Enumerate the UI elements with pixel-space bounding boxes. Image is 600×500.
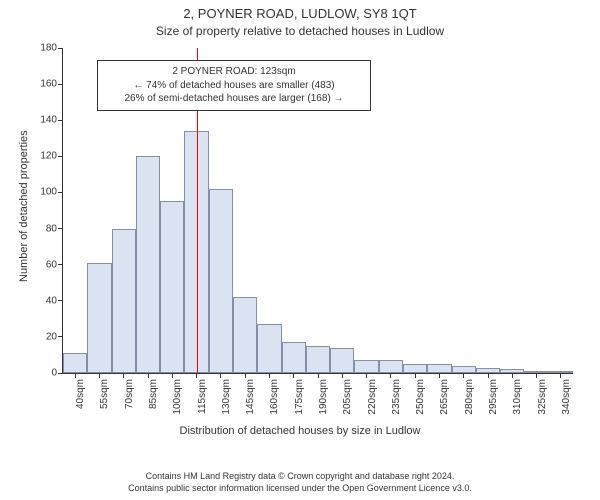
tick-mark [245, 373, 246, 378]
tick-mark [220, 373, 221, 378]
x-tick-label: 145sqm [245, 379, 256, 415]
x-tick-label: 295sqm [488, 379, 499, 415]
x-tick-label: 280sqm [464, 379, 475, 415]
tick-mark [390, 373, 391, 378]
histogram-bar [282, 342, 306, 373]
x-tick-label: 100sqm [172, 379, 183, 415]
x-tick-label: 340sqm [561, 379, 572, 415]
x-tick-label: 175sqm [294, 379, 305, 415]
y-tick-label: 60 [46, 259, 63, 270]
histogram-bar [209, 189, 233, 373]
tick-mark [123, 373, 124, 378]
x-tick-label: 70sqm [124, 379, 135, 409]
chart-plot-area: 02040608010012014016018040sqm55sqm70sqm8… [62, 48, 573, 374]
y-tick-label: 120 [40, 151, 63, 162]
annotation-box: 2 POYNER ROAD: 123sqm← 74% of detached h… [97, 60, 371, 111]
tick-mark [560, 373, 561, 378]
x-tick-label: 205sqm [342, 379, 353, 415]
tick-mark [99, 373, 100, 378]
x-tick-label: 160sqm [269, 379, 280, 415]
histogram-bar [427, 364, 451, 373]
y-tick-label: 160 [40, 79, 63, 90]
histogram-bar [354, 360, 378, 373]
y-tick-label: 20 [46, 331, 63, 342]
tick-mark [536, 373, 537, 378]
histogram-bar [257, 324, 281, 373]
tick-mark [269, 373, 270, 378]
y-tick-label: 100 [40, 187, 63, 198]
x-tick-label: 85sqm [148, 379, 159, 409]
x-tick-label: 190sqm [318, 379, 329, 415]
tick-mark [415, 373, 416, 378]
tick-mark [463, 373, 464, 378]
histogram-bar [63, 353, 87, 373]
tick-mark [512, 373, 513, 378]
footer-line-1: Contains HM Land Registry data © Crown c… [0, 470, 600, 482]
histogram-bar [330, 348, 354, 373]
x-tick-label: 310sqm [512, 379, 523, 415]
x-tick-label: 235sqm [391, 379, 402, 415]
page-subtitle: Size of property relative to detached ho… [0, 24, 600, 38]
histogram-bar [306, 346, 330, 373]
histogram-bar [379, 360, 403, 373]
tick-mark [196, 373, 197, 378]
x-tick-label: 55sqm [99, 379, 110, 409]
footer-line-2: Contains public sector information licen… [0, 482, 600, 494]
y-tick-label: 80 [46, 223, 63, 234]
tick-mark [318, 373, 319, 378]
tick-mark [439, 373, 440, 378]
tick-mark [172, 373, 173, 378]
histogram-bar [452, 366, 476, 373]
tick-mark [488, 373, 489, 378]
x-tick-label: 325sqm [537, 379, 548, 415]
annotation-line: ← 74% of detached houses are smaller (48… [104, 79, 364, 93]
tick-mark [366, 373, 367, 378]
x-tick-label: 130sqm [221, 379, 232, 415]
annotation-line: 26% of semi-detached houses are larger (… [104, 92, 364, 106]
histogram-bar [87, 263, 111, 373]
x-tick-label: 265sqm [439, 379, 450, 415]
x-tick-label: 115sqm [197, 379, 208, 414]
histogram-bar [136, 156, 160, 373]
page-title: 2, POYNER ROAD, LUDLOW, SY8 1QT [0, 6, 600, 21]
histogram-bar [112, 229, 136, 373]
histogram-bar [233, 297, 257, 373]
tick-mark [342, 373, 343, 378]
x-axis-label: Distribution of detached houses by size … [0, 425, 600, 437]
x-tick-label: 220sqm [367, 379, 378, 415]
tick-mark [75, 373, 76, 378]
y-tick-label: 140 [40, 115, 63, 126]
y-tick-label: 40 [46, 295, 63, 306]
x-tick-label: 250sqm [415, 379, 426, 415]
y-tick-label: 0 [51, 368, 63, 379]
tick-mark [148, 373, 149, 378]
y-tick-label: 180 [40, 43, 63, 54]
x-tick-label: 40sqm [75, 379, 86, 409]
footer-attribution: Contains HM Land Registry data © Crown c… [0, 470, 600, 494]
y-axis-label: Number of detached properties [18, 130, 30, 282]
tick-mark [293, 373, 294, 378]
annotation-line: 2 POYNER ROAD: 123sqm [104, 65, 364, 79]
histogram-bar [403, 364, 427, 373]
histogram-bar [160, 201, 184, 373]
